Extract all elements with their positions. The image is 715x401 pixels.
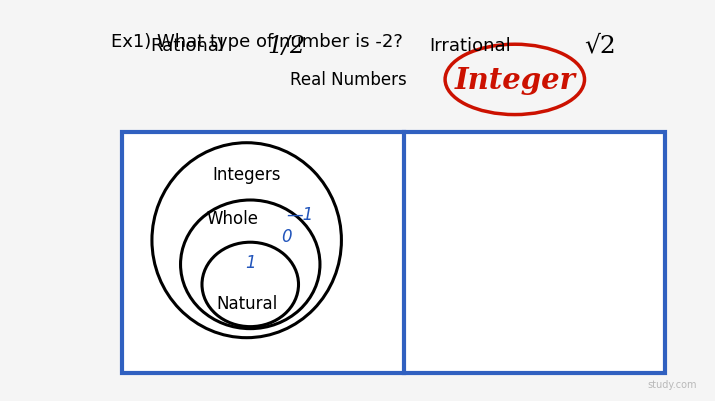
Text: Natural: Natural [216, 294, 277, 312]
Text: Irrational: Irrational [429, 37, 511, 55]
Text: study.com: study.com [648, 379, 697, 389]
Text: Integers: Integers [212, 166, 281, 183]
FancyBboxPatch shape [122, 132, 665, 373]
Text: √2: √2 [585, 34, 616, 58]
Text: —1: —1 [287, 206, 314, 223]
Text: 0: 0 [281, 228, 291, 245]
Text: Ex1) What type of number is -2?: Ex1) What type of number is -2? [111, 33, 403, 51]
Text: 1/2: 1/2 [267, 34, 305, 58]
Text: Rational: Rational [150, 37, 224, 55]
Text: 1: 1 [245, 254, 255, 271]
Text: Real Numbers: Real Numbers [290, 71, 406, 89]
Text: Integer: Integer [454, 66, 576, 95]
Text: Whole: Whole [207, 210, 258, 227]
